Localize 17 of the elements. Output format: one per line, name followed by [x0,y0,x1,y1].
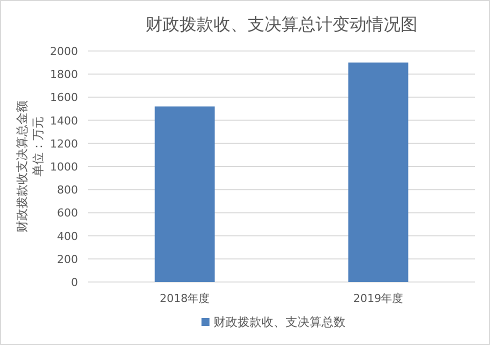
y-tick-label: 600 [57,206,78,220]
x-tick-label: 2019年度 [353,292,404,305]
legend-label: 财政拨款收、支决算总数 [214,315,346,329]
y-tick-label: 1400 [50,114,78,128]
y-tick-label: 800 [57,184,78,197]
y-tick-label: 0 [71,276,78,289]
y-tick-label: 200 [57,252,78,266]
y-tick-label: 400 [57,230,78,243]
text: 单位：万元 [31,116,45,176]
y-tick-label: 2000 [50,45,78,58]
y-axis-title: 财政拨款收支决算总金额 [15,100,29,232]
y-tick-label: 1000 [50,160,78,174]
x-tick-label: 2018年度 [160,292,210,305]
y-tick-label: 1600 [50,91,78,104]
y-tick-label: 1200 [50,137,78,150]
chart-title: 财政拨款收、支决算总计变动情况图 [146,15,418,35]
y-tick-label: 1800 [50,68,78,82]
